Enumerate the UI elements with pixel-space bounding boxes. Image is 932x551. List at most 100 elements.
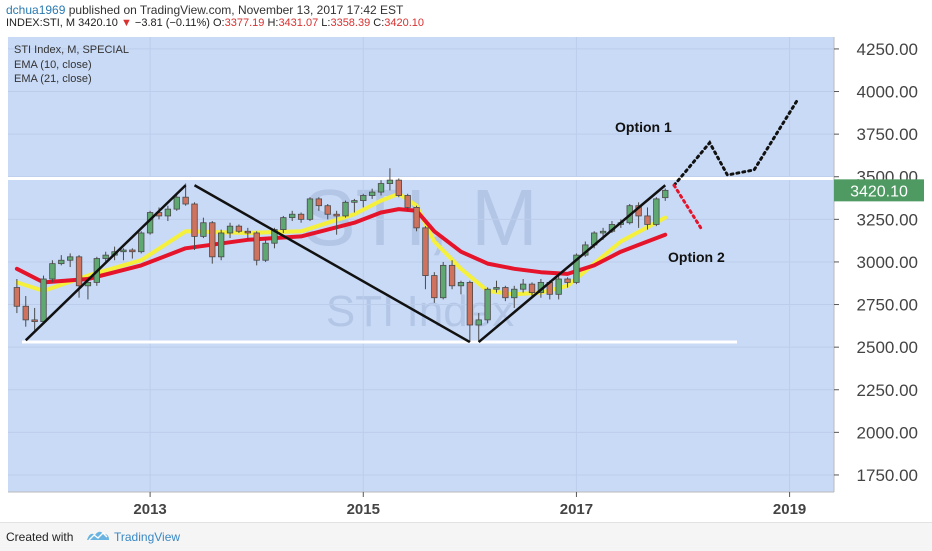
last-price-label-text: 3420.10 — [850, 183, 908, 200]
option1-projection — [672, 96, 800, 187]
high-label: H: — [267, 17, 279, 29]
down-arrow-icon: ▼ — [120, 17, 132, 29]
candle — [475, 313, 482, 343]
candle — [564, 277, 571, 288]
candle — [244, 227, 251, 240]
candle-body-up — [138, 232, 145, 253]
trendline — [24, 184, 187, 342]
candle-body-up — [351, 200, 358, 203]
ohlc-header: INDEX:STI, M 3420.10 ▼ −3.81 (−0.11%) O:… — [6, 17, 424, 29]
y-tick-label: 2000.00 — [857, 423, 918, 442]
candle-body-up — [511, 288, 518, 299]
price-axis[interactable] — [834, 37, 932, 492]
last-price-label-bg — [834, 179, 924, 202]
candle — [422, 226, 429, 290]
candle-body-down — [209, 222, 216, 258]
candle — [662, 188, 669, 201]
y-tick-label: 1750.00 — [857, 466, 918, 485]
candle-body-up — [493, 287, 500, 290]
option2-annotation: Option 2 — [668, 249, 725, 265]
candle — [58, 255, 65, 266]
y-tick-label: 2500.00 — [857, 338, 918, 357]
candle — [448, 260, 456, 290]
low-label: L: — [321, 17, 331, 29]
candle-body-up — [653, 198, 660, 225]
option2-projection — [672, 183, 703, 230]
candle — [173, 195, 180, 211]
candle — [351, 198, 358, 213]
candle — [342, 200, 349, 218]
candle — [502, 285, 509, 302]
trendline — [193, 184, 471, 344]
candle — [528, 282, 536, 297]
high-value: 3431.07 — [278, 17, 319, 29]
candle — [235, 224, 243, 233]
candle — [413, 205, 420, 232]
candle — [67, 253, 74, 268]
footer: Created with TradingView — [0, 522, 932, 551]
candle-body-up — [662, 189, 669, 199]
candle-body-up — [40, 278, 47, 322]
candle — [40, 275, 47, 324]
last-price-label: 3420.10 — [834, 179, 924, 202]
candle — [280, 215, 287, 233]
legend: STI Index, M, SPECIAL EMA (10, close) EM… — [14, 44, 129, 85]
candle — [200, 217, 207, 239]
candle — [129, 248, 136, 259]
last-price: 3420.10 — [78, 17, 118, 29]
candle-body-up — [440, 264, 447, 299]
candle — [31, 307, 38, 331]
x-tick-label: 2019 — [773, 501, 806, 518]
candle — [182, 183, 189, 206]
candle-body-down — [182, 196, 189, 205]
tradingview-logo-icon[interactable] — [86, 528, 110, 547]
legend-item-ema21: EMA (21, close) — [14, 73, 92, 85]
candle-body-down — [191, 203, 198, 237]
candle-body-up — [599, 230, 607, 234]
candle-body-down — [315, 198, 323, 207]
candle — [297, 212, 305, 223]
candle-body-down — [235, 225, 243, 232]
candle-body-down — [31, 319, 38, 322]
candle-body-up — [475, 319, 482, 326]
candle-body-up — [573, 254, 580, 283]
low-value: 3358.39 — [330, 17, 371, 29]
candle — [431, 272, 438, 303]
candle — [324, 204, 331, 220]
candle-body-up — [484, 288, 491, 321]
open-label: O: — [212, 17, 225, 29]
candle-body-down — [422, 227, 429, 276]
candle — [511, 285, 518, 308]
candle — [253, 231, 260, 266]
candle-body-up — [519, 283, 527, 290]
candle — [164, 205, 172, 222]
y-tick-label: 2750.00 — [857, 296, 918, 315]
candle-body-up — [200, 222, 207, 237]
tradingview-brand-link[interactable]: TradingView — [114, 530, 181, 544]
change-value: −3.81 (−0.11%) — [134, 17, 210, 29]
option1-annotation: Option 1 — [615, 119, 672, 135]
time-axis[interactable] — [0, 492, 932, 522]
candle — [457, 280, 465, 295]
y-tick-label: 4250.00 — [857, 40, 918, 59]
candle — [306, 197, 314, 222]
candle-body-down — [75, 256, 83, 287]
symbol-label: INDEX:STI, M — [6, 17, 76, 29]
candle-body-up — [360, 195, 367, 201]
x-tick-label: 2013 — [133, 501, 166, 518]
candle-body-down — [13, 287, 21, 307]
candle-body-up — [457, 281, 465, 287]
candle-body-down — [253, 232, 260, 261]
candle-body-up — [280, 217, 287, 230]
candle-body-up — [289, 213, 296, 219]
price-chart[interactable]: STI, M STI Index STI Index, M, SPECIAL E… — [0, 0, 932, 522]
candle-body-down — [448, 264, 456, 287]
candle-body-down — [395, 179, 402, 196]
candle — [191, 202, 198, 251]
candle — [333, 210, 340, 235]
candle-body-up — [368, 191, 376, 196]
candle — [653, 197, 660, 227]
author-link[interactable]: dchua1969 — [6, 3, 66, 17]
candle — [315, 197, 323, 211]
candle-body-up — [173, 196, 180, 210]
